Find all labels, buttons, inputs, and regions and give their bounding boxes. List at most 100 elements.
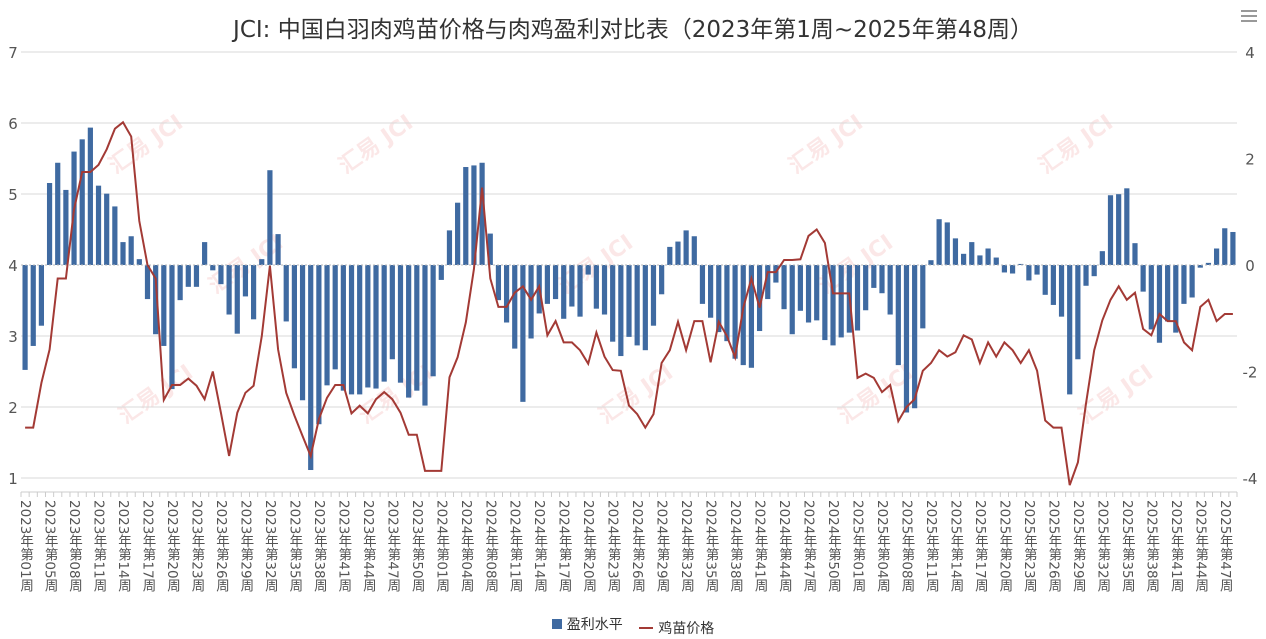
x-tick-label: 2023年第05周: [42, 500, 59, 593]
legend-item-profit[interactable]: 盈利水平: [551, 614, 623, 634]
bar-profit: [1173, 265, 1179, 333]
x-tick-label: 2024年第11周: [507, 500, 524, 593]
bar-profit: [903, 265, 910, 413]
left-tick-label: 7: [8, 44, 18, 62]
bar-profit: [650, 265, 657, 326]
bar-profit: [430, 265, 436, 377]
bar-profit: [283, 265, 289, 322]
x-tick-label: 2025年第41周: [1168, 500, 1185, 593]
bar-profit: [120, 242, 126, 265]
bar-profit: [675, 241, 681, 265]
bar-profit: [1026, 265, 1032, 281]
bar-profit: [1148, 265, 1154, 330]
bar-profit: [912, 265, 918, 409]
bar-profit: [267, 170, 273, 265]
bar-profit: [495, 265, 502, 301]
bar-profit: [169, 265, 175, 390]
x-tick-label: 2023年第14周: [115, 500, 132, 593]
bar-profit: [993, 257, 999, 265]
right-tick-label: -2: [1243, 364, 1258, 382]
bar-profit: [520, 265, 526, 402]
bar-profit: [765, 265, 771, 300]
bar-profit: [797, 265, 803, 311]
bar-profit: [1222, 228, 1228, 265]
bar-profit: [805, 265, 812, 323]
x-tick-label: 2025年第14周: [947, 500, 964, 593]
x-tick-label: 2024年第17周: [556, 500, 573, 593]
right-tick-label: -4: [1243, 470, 1258, 488]
bar-profit: [340, 265, 346, 391]
bar-profit: [1107, 195, 1114, 265]
bar-profit: [414, 265, 420, 391]
bar-profit: [756, 265, 763, 332]
svg-text:汇易 JCI: 汇易 JCI: [785, 110, 868, 179]
line-swatch-icon: [639, 627, 654, 629]
bar-profit: [610, 265, 616, 342]
bar-profit: [30, 265, 36, 346]
left-tick-label: 6: [8, 115, 18, 133]
bar-profit: [1205, 262, 1212, 265]
bar-profit: [854, 265, 861, 331]
bar-profit: [22, 265, 28, 370]
bar-profit: [1116, 194, 1122, 265]
bar-profit: [577, 265, 583, 317]
x-tick-label: 2025年第44周: [1192, 500, 1209, 593]
x-tick-label: 2024年第04周: [458, 500, 475, 593]
right-axis: -4 -2 0 2 4: [1243, 44, 1258, 488]
watermark-logo: 汇易 JCI: [785, 110, 868, 179]
bar-profit: [1165, 265, 1171, 322]
x-tick-label: 2025年第35周: [1119, 500, 1136, 593]
bar-profit: [95, 185, 102, 265]
x-tick-label: 2023年第35周: [286, 500, 303, 593]
bar-profit: [1001, 265, 1008, 273]
bar-profit: [887, 265, 893, 315]
bar-profit: [185, 265, 191, 287]
bar-profit: [55, 162, 61, 265]
watermark-logo: 汇易 JCI: [115, 360, 198, 429]
x-tick-label: 2023年第11周: [91, 500, 108, 593]
bar-profit: [830, 265, 836, 346]
bar-profit: [177, 265, 183, 301]
bar-profit: [626, 265, 632, 337]
gridlines: [21, 51, 1237, 479]
bar-profit: [210, 265, 216, 271]
x-tick-label: 2024年第23周: [605, 500, 622, 593]
bar-profit: [601, 265, 608, 315]
menu-icon[interactable]: [1241, 10, 1257, 24]
bar-profit: [1181, 265, 1187, 304]
legend-item-price[interactable]: 鸡苗价格: [639, 618, 714, 638]
bar-profit: [969, 242, 975, 265]
bar-profit: [667, 246, 673, 265]
bar-profit: [332, 265, 338, 370]
x-tick-label: 2025年第08周: [898, 500, 915, 593]
bar-profit: [218, 265, 224, 285]
bar-series-profit: [22, 127, 1236, 471]
bar-profit: [87, 127, 93, 266]
bar-profit: [63, 189, 69, 265]
left-axis: 1 2 3 4 5 6 7: [8, 44, 18, 488]
bar-profit: [879, 265, 885, 294]
bar-profit: [1091, 265, 1097, 277]
x-tick-label: 2025年第38周: [1143, 500, 1160, 593]
bar-profit: [814, 265, 820, 321]
x-tick-label: 2023年第26周: [213, 500, 230, 593]
line-series-chick-price: [25, 120, 1233, 486]
bar-profit: [1156, 265, 1163, 343]
bar-profit: [38, 265, 45, 326]
bar-profit: [299, 265, 306, 401]
bar-profit: [397, 265, 404, 383]
bar-profit: [144, 265, 151, 300]
bar-profit: [406, 265, 412, 398]
x-tick-label: 2024年第14周: [531, 500, 548, 593]
x-tick-label: 2025年第04周: [874, 500, 891, 593]
bar-profit: [455, 202, 461, 265]
bar-profit: [789, 265, 795, 335]
bar-profit: [503, 265, 510, 323]
x-tick-label: 2023年第23周: [188, 500, 205, 593]
x-tick-label: 2025年第32周: [1094, 500, 1111, 593]
bar-profit: [471, 165, 477, 265]
legend-label-profit: 盈利水平: [566, 617, 623, 633]
bar-profit: [79, 139, 85, 265]
svg-text:汇易 JCI: 汇易 JCI: [1035, 110, 1118, 179]
bar-profit: [944, 222, 950, 265]
